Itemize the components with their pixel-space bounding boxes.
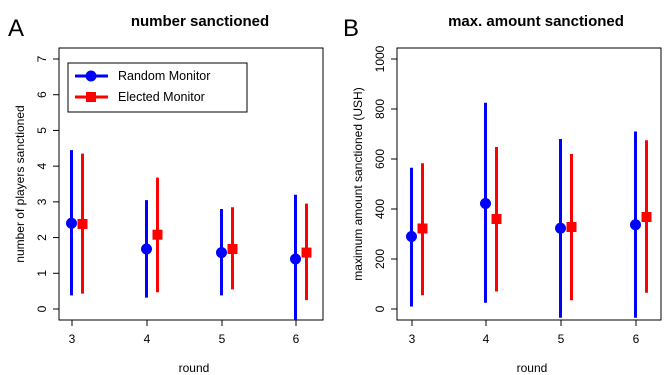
series-elected-monitor [417, 140, 652, 301]
legend-box [67, 62, 248, 113]
x-tick-label: 3 [69, 332, 76, 346]
data-point-square [491, 214, 502, 224]
data-point-circle [66, 217, 77, 229]
plot-frame [58, 47, 324, 321]
legend-marker-square [86, 92, 96, 102]
y-tick-label: 5 [35, 127, 49, 134]
y-tick-label: 1 [35, 270, 49, 277]
chart-title: number sanctioned [131, 13, 269, 30]
data-point-square [301, 247, 312, 258]
x-tick-label: 6 [293, 332, 300, 346]
series-random-monitor [66, 150, 301, 320]
y-tick-label: 600 [373, 149, 387, 169]
data-point-square [641, 212, 652, 222]
y-tick-label: 2 [35, 234, 49, 241]
data-point-square [77, 219, 88, 229]
data-point-square [566, 222, 577, 232]
y-axis-label: maximum amount sanctioned (USH) [351, 87, 365, 280]
data-point-circle [480, 198, 491, 209]
x-tick-label: 5 [558, 332, 565, 346]
legend-label: Elected Monitor [118, 90, 205, 104]
data-point-square [417, 223, 428, 234]
legend: Random Monitor Elected Monitor [67, 62, 248, 113]
y-tick-label: 6 [35, 91, 49, 98]
x-tick-label: 6 [633, 332, 640, 346]
y-tick-label: 0 [35, 305, 49, 312]
panel-letter: A [8, 15, 24, 42]
data-point-circle [630, 219, 641, 231]
y-tick-label: 200 [373, 249, 387, 269]
data-point-square [227, 244, 238, 254]
chart-title: max. amount sanctioned [448, 13, 624, 30]
x-tick-label: 5 [219, 332, 226, 346]
series-elected-monitor [77, 153, 312, 301]
legend-marker-circle [85, 70, 97, 82]
x-tick-label: 3 [409, 332, 416, 346]
x-axis-label: round [179, 361, 210, 375]
data-point-circle [290, 253, 301, 265]
x-axis-label: round [517, 361, 548, 375]
y-tick-label: 400 [373, 199, 387, 219]
x-tick-label: 4 [483, 332, 490, 346]
y-tick-label: 7 [35, 55, 49, 62]
data-point-circle [406, 231, 417, 242]
y-tick-label: 1000 [373, 45, 387, 72]
y-tick-label: 800 [373, 99, 387, 119]
series-random-monitor [406, 102, 641, 318]
plot-frame [396, 47, 662, 321]
x-tick-label: 4 [144, 332, 151, 346]
data-point-circle [555, 222, 566, 234]
legend-label: Random Monitor [118, 69, 210, 83]
data-point-square [152, 229, 163, 240]
y-tick-label: 4 [35, 162, 49, 169]
data-point-circle [141, 243, 152, 255]
y-axis-label: number of players sanctioned [13, 105, 27, 262]
data-point-circle [216, 247, 227, 259]
y-tick-label: 0 [373, 305, 387, 312]
panel-letter: B [343, 15, 359, 42]
y-tick-label: 3 [35, 198, 49, 205]
